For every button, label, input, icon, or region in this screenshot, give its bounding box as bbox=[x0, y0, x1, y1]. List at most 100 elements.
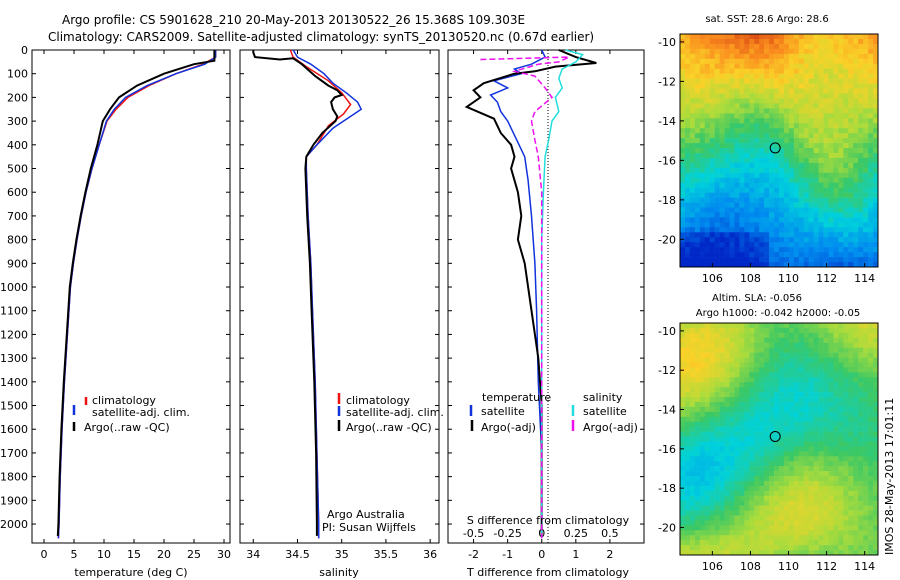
heatmap-cell bbox=[808, 480, 814, 487]
heatmap-cell bbox=[734, 362, 740, 368]
heatmap-cell bbox=[719, 347, 725, 353]
heatmap-cell bbox=[754, 58, 760, 65]
heatmap-cell bbox=[684, 431, 691, 437]
heatmap-cell bbox=[779, 426, 785, 432]
heatmap-cell bbox=[739, 480, 745, 487]
heatmap-cell bbox=[863, 495, 869, 502]
heatmap-cell bbox=[873, 262, 879, 268]
heatmap-cell bbox=[823, 78, 829, 84]
heatmap-cell bbox=[680, 43, 686, 50]
heatmap-cell bbox=[764, 262, 770, 268]
heatmap-cell bbox=[868, 471, 874, 477]
heatmap-cell bbox=[813, 446, 819, 452]
heatmap-cell bbox=[739, 545, 745, 551]
heatmap-cell bbox=[704, 182, 710, 188]
heatmap-cell bbox=[779, 357, 785, 363]
heatmap-cell bbox=[873, 323, 879, 329]
heatmap-cell bbox=[793, 197, 800, 203]
heatmap-cell bbox=[719, 387, 725, 393]
heatmap-cell bbox=[858, 222, 864, 228]
heatmap-cell bbox=[828, 362, 834, 368]
heatmap-cell bbox=[744, 232, 750, 238]
heatmap-cell bbox=[873, 88, 879, 94]
heatmap-cell bbox=[709, 416, 715, 423]
heatmap-cell bbox=[684, 530, 691, 536]
heatmap-cell bbox=[694, 416, 701, 423]
heatmap-cell bbox=[749, 397, 755, 403]
heatmap-cell bbox=[813, 232, 819, 238]
heatmap-cell bbox=[873, 505, 879, 511]
heatmap-cell bbox=[848, 421, 854, 427]
heatmap-cell bbox=[808, 207, 814, 213]
heatmap-cell bbox=[749, 466, 755, 472]
heatmap-cell bbox=[788, 88, 795, 94]
heatmap-cell bbox=[734, 172, 740, 179]
heatmap-cell bbox=[838, 222, 844, 228]
heatmap-cell bbox=[699, 441, 706, 447]
heatmap-cell bbox=[848, 520, 854, 526]
heatmap-cell bbox=[803, 262, 809, 268]
heatmap-cell bbox=[749, 471, 755, 477]
heatmap-cell bbox=[699, 421, 706, 427]
heatmap-cell bbox=[843, 43, 849, 50]
heatmap-cell bbox=[680, 68, 686, 74]
heatmap-cell bbox=[680, 212, 686, 218]
heatmap-cell bbox=[803, 242, 809, 248]
heatmap-cell bbox=[873, 237, 879, 243]
heatmap-cell bbox=[714, 207, 720, 213]
heatmap-cell bbox=[729, 520, 735, 526]
heatmap-cell bbox=[783, 367, 790, 373]
heatmap-cell bbox=[719, 252, 725, 258]
heatmap-cell bbox=[734, 38, 740, 45]
heatmap-cell bbox=[704, 347, 710, 353]
heatmap-cell bbox=[699, 83, 706, 89]
heatmap-cell bbox=[843, 202, 849, 208]
heatmap-cell bbox=[719, 68, 725, 74]
heatmap-cell bbox=[863, 377, 869, 383]
heatmap-cell bbox=[709, 436, 715, 442]
heatmap-cell bbox=[680, 441, 686, 447]
heatmap-cell bbox=[798, 510, 805, 516]
heatmap-cell bbox=[858, 362, 864, 368]
heatmap-cell bbox=[739, 357, 745, 363]
heatmap-cell bbox=[813, 222, 819, 228]
heatmap-cell bbox=[704, 123, 710, 129]
heatmap-cell bbox=[739, 540, 745, 546]
heatmap-cell bbox=[843, 510, 849, 516]
heatmap-cell bbox=[744, 252, 750, 258]
heatmap-cell bbox=[798, 232, 805, 238]
heatmap-cell bbox=[724, 480, 730, 487]
heatmap-cell bbox=[828, 520, 834, 526]
heatmap-cell bbox=[734, 382, 740, 388]
heatmap-cell bbox=[808, 162, 814, 169]
heatmap-cell bbox=[788, 242, 795, 248]
heatmap-cell bbox=[729, 232, 735, 238]
heatmap-cell bbox=[828, 466, 834, 472]
heatmap-cell bbox=[798, 446, 805, 452]
heatmap-cell bbox=[783, 436, 790, 442]
heatmap-cell bbox=[680, 202, 686, 208]
heatmap-cell bbox=[759, 182, 765, 188]
heatmap-cell bbox=[783, 98, 790, 104]
heatmap-cell bbox=[808, 138, 814, 144]
heatmap-cell bbox=[749, 167, 755, 174]
heatmap-cell bbox=[828, 406, 834, 413]
y-tick-label: -18 bbox=[658, 194, 676, 207]
heatmap-cell bbox=[823, 118, 829, 124]
heatmap-cell bbox=[709, 471, 715, 477]
heatmap-cell bbox=[724, 252, 730, 258]
heatmap-cell bbox=[843, 217, 849, 223]
heatmap-cell bbox=[699, 48, 706, 55]
heatmap-cell bbox=[779, 73, 785, 79]
heatmap-cell bbox=[843, 247, 849, 253]
heatmap-cell bbox=[783, 187, 790, 193]
heatmap-cell bbox=[774, 500, 780, 506]
heatmap-cell bbox=[843, 182, 849, 188]
heatmap-cell bbox=[759, 202, 765, 208]
heatmap-cell bbox=[724, 78, 730, 84]
heatmap-cell bbox=[749, 162, 755, 169]
heatmap-cell bbox=[833, 237, 839, 243]
heatmap-cell bbox=[729, 83, 735, 89]
heatmap-cell bbox=[783, 431, 790, 437]
heatmap-cell bbox=[858, 197, 864, 203]
